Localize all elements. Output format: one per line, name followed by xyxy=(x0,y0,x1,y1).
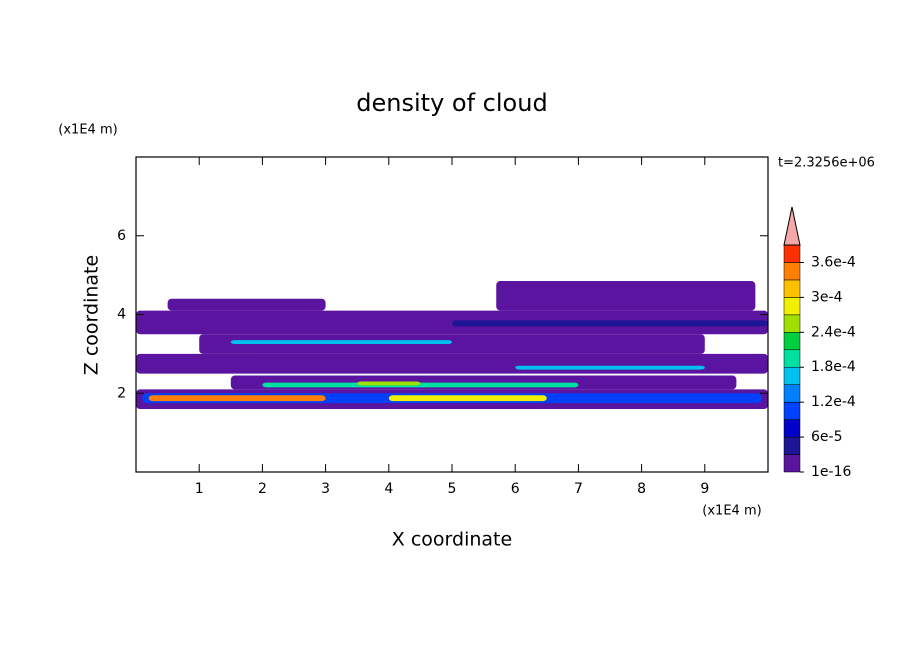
colorbar-tick-label: 2.4e-4 xyxy=(811,324,856,340)
contour-region xyxy=(230,340,452,345)
colorbar-band xyxy=(783,297,801,316)
contour-region xyxy=(357,381,421,386)
colorbar-tick-label: 3e-4 xyxy=(811,289,843,305)
x-tick-label: 2 xyxy=(258,481,267,497)
contour-region xyxy=(167,298,326,311)
colorbar-tick-label: 6e-5 xyxy=(811,429,842,445)
contour-region xyxy=(199,334,705,354)
contour-region xyxy=(515,365,705,370)
contour-region xyxy=(136,310,768,335)
y-tick-label: 4 xyxy=(117,307,126,323)
x-tick-label: 7 xyxy=(574,481,583,497)
x-unit: (x1E4 m) xyxy=(702,504,761,519)
colorbar-band xyxy=(783,262,801,281)
contour-region xyxy=(496,281,756,311)
colorbar-band xyxy=(783,279,801,298)
colorbar-band xyxy=(783,419,801,438)
colorbar-tick-label: 1e-16 xyxy=(811,464,851,480)
colorbar-band xyxy=(783,436,801,455)
colorbar-band xyxy=(783,244,801,263)
y-unit: (x1E4 m) xyxy=(58,123,117,138)
x-tick-label: 8 xyxy=(637,481,646,497)
contour-region xyxy=(388,395,547,402)
y-tick-label: 2 xyxy=(117,385,126,401)
x-tick-label: 1 xyxy=(195,481,204,497)
contour-region xyxy=(148,395,326,402)
colorbar-band xyxy=(783,314,801,333)
colorbar-band xyxy=(783,454,801,473)
colorbar-tick-label: 3.6e-4 xyxy=(811,254,856,270)
x-tick-label: 4 xyxy=(384,481,393,497)
contour-region xyxy=(136,353,768,374)
colorbar-extension xyxy=(783,206,801,246)
colorbar-band xyxy=(783,384,801,403)
x-tick-label: 3 xyxy=(321,481,330,497)
x-tick-label: 9 xyxy=(700,481,709,497)
colorbar-band xyxy=(783,401,801,420)
colorbar-band xyxy=(783,349,801,368)
contour-region xyxy=(452,320,768,327)
y-tick-label: 6 xyxy=(117,228,126,244)
time-annotation: t=2.3256e+06 xyxy=(778,156,875,171)
chart-title: density of cloud xyxy=(356,89,547,117)
colorbar-tick-label: 1.2e-4 xyxy=(811,394,856,410)
colorbar-band xyxy=(783,332,801,351)
colorbar-band xyxy=(783,366,801,385)
y-axis-label: Z coordinate xyxy=(81,255,103,375)
contour-region xyxy=(262,382,579,388)
x-tick-label: 6 xyxy=(511,481,520,497)
x-axis-label: X coordinate xyxy=(392,529,512,551)
colorbar-tick-label: 1.8e-4 xyxy=(811,359,856,375)
x-tick-label: 5 xyxy=(448,481,457,497)
